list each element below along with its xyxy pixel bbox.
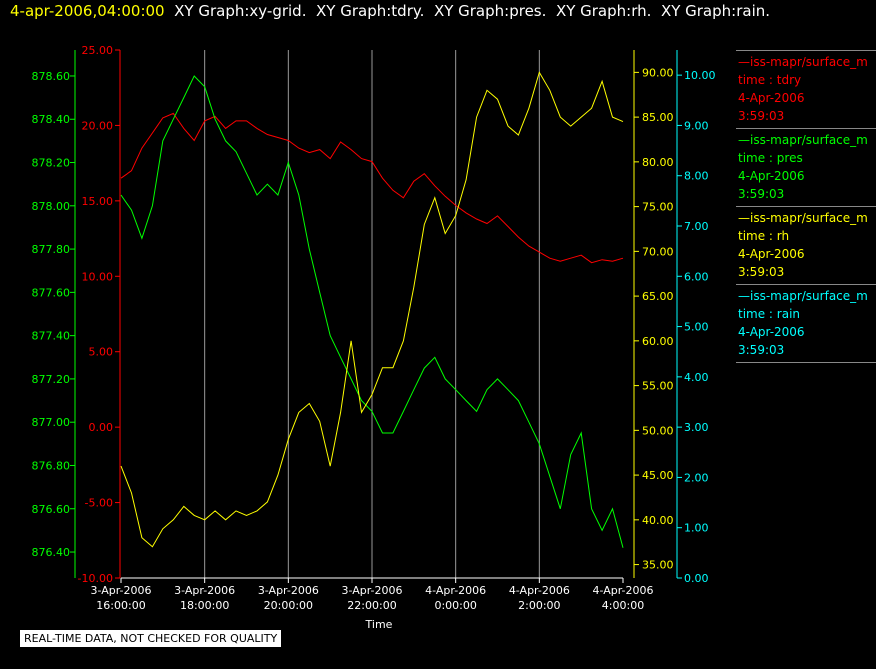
- tdry-axis-tick-label: 20.00: [82, 119, 114, 132]
- rain-axis-tick-label: 10.00: [684, 69, 716, 82]
- header-timestamp: 4-apr-2006,04:00:00: [10, 2, 165, 20]
- rh-axis-tick-label: 50.00: [642, 424, 674, 437]
- tdry-axis-tick-label: 0.00: [89, 421, 114, 434]
- x-tick-label-time: 4:00:00: [602, 599, 644, 612]
- header-title-rain: XY Graph:rain.: [660, 2, 771, 20]
- legend-time: 3:59:03: [738, 109, 785, 123]
- header-title-rh: XY Graph:rh.: [555, 2, 652, 20]
- rain-axis-tick-label: 5.00: [684, 321, 709, 334]
- tdry-axis-tick-label: 5.00: [89, 346, 114, 359]
- legend-field: time : tdry: [738, 73, 802, 87]
- legend-date: 4-Apr-2006: [738, 169, 805, 183]
- x-tick-label-date: 4-Apr-2006: [592, 584, 653, 597]
- x-tick-label-date: 3-Apr-2006: [341, 584, 402, 597]
- legend-field: time : rh: [738, 229, 790, 243]
- rh-axis-tick-label: 60.00: [642, 335, 674, 348]
- legend-date: 4-Apr-2006: [738, 325, 805, 339]
- tdry-axis-tick-label: 15.00: [82, 195, 114, 208]
- legend-field: time : rain: [738, 307, 801, 321]
- legend-item-pres: —iss-mapr/surface_m time : pres 4-Apr-20…: [736, 128, 876, 206]
- x-tick-label-date: 3-Apr-2006: [174, 584, 235, 597]
- legend-series-name: —iss-mapr/surface_m: [738, 211, 868, 225]
- rain-axis-tick-label: 1.00: [684, 522, 709, 535]
- pres-axis-tick-label: 877.80: [32, 243, 71, 256]
- rh-axis-tick-label: 65.00: [642, 290, 674, 303]
- pres-axis-tick-label: 878.40: [32, 113, 71, 126]
- tdry-axis-tick-label: -5.00: [85, 497, 113, 510]
- x-tick-label-time: 0:00:00: [434, 599, 476, 612]
- rh-axis-tick-label: 35.00: [642, 559, 674, 572]
- legend-date: 4-Apr-2006: [738, 91, 805, 105]
- rh-axis-tick-label: 80.00: [642, 156, 674, 169]
- tdry-axis-tick-label: 10.00: [82, 270, 114, 283]
- x-tick-label-date: 4-Apr-2006: [425, 584, 486, 597]
- legend-date: 4-Apr-2006: [738, 247, 805, 261]
- pres-axis-tick-label: 878.60: [32, 70, 71, 83]
- rh-axis-tick-label: 85.00: [642, 111, 674, 124]
- x-tick-label-time: 16:00:00: [96, 599, 145, 612]
- x-tick-label-date: 3-Apr-2006: [90, 584, 151, 597]
- legend-item-tdry: —iss-mapr/surface_m time : tdry 4-Apr-20…: [736, 50, 876, 128]
- legend-time: 3:59:03: [738, 265, 785, 279]
- legend-series-name: —iss-mapr/surface_m: [738, 133, 868, 147]
- quality-disclaimer: REAL-TIME DATA, NOT CHECKED FOR QUALITY: [20, 630, 282, 647]
- series-line-pres: [120, 75, 624, 548]
- legend-item-rain: —iss-mapr/surface_m time : rain 4-Apr-20…: [736, 284, 876, 363]
- rh-axis-tick-label: 75.00: [642, 201, 674, 214]
- graph-header: 4-apr-2006,04:00:00 XY Graph:xy-grid. XY…: [10, 2, 770, 20]
- x-tick-label-date: 4-Apr-2006: [509, 584, 570, 597]
- x-tick-label-time: 20:00:00: [264, 599, 313, 612]
- rain-axis-tick-label: 6.00: [684, 270, 709, 283]
- x-axis-label: Time: [365, 618, 393, 631]
- pres-axis-tick-label: 876.60: [32, 503, 71, 516]
- header-title-xy-grid: XY Graph:xy-grid.: [174, 2, 307, 20]
- tdry-axis-tick-label: -10.00: [78, 572, 113, 585]
- rh-axis-tick-label: 55.00: [642, 380, 674, 393]
- rain-axis-tick-label: 4.00: [684, 371, 709, 384]
- header-title-pres: XY Graph:pres.: [433, 2, 547, 20]
- pres-axis-tick-label: 877.40: [32, 330, 71, 343]
- rh-axis-tick-label: 70.00: [642, 245, 674, 258]
- legend-series-name: —iss-mapr/surface_m: [738, 289, 868, 303]
- pres-axis-tick-label: 877.60: [32, 286, 71, 299]
- x-tick-label-time: 22:00:00: [347, 599, 396, 612]
- rain-axis-tick-label: 7.00: [684, 220, 709, 233]
- tdry-axis-tick-label: 25.00: [82, 44, 114, 57]
- rain-axis-tick-label: 8.00: [684, 170, 709, 183]
- pres-axis-tick-label: 878.20: [32, 157, 71, 170]
- legend: —iss-mapr/surface_m time : tdry 4-Apr-20…: [736, 50, 876, 363]
- pres-axis-tick-label: 876.40: [32, 546, 71, 559]
- header-title-tdry: XY Graph:tdry.: [316, 2, 425, 20]
- pres-axis-tick-label: 877.00: [32, 416, 71, 429]
- pres-axis-tick-label: 878.00: [32, 200, 71, 213]
- legend-time: 3:59:03: [738, 343, 785, 357]
- x-tick-label-time: 18:00:00: [180, 599, 229, 612]
- rain-axis-tick-label: 3.00: [684, 421, 709, 434]
- rain-axis-tick-label: 0.00: [684, 572, 709, 585]
- x-tick-label-time: 2:00:00: [518, 599, 560, 612]
- series-line-rh: [120, 71, 624, 548]
- legend-time: 3:59:03: [738, 187, 785, 201]
- rain-axis-tick-label: 2.00: [684, 471, 709, 484]
- legend-series-name: —iss-mapr/surface_m: [738, 55, 868, 69]
- rh-axis-tick-label: 40.00: [642, 514, 674, 527]
- pres-axis-tick-label: 876.80: [32, 459, 71, 472]
- rh-axis-tick-label: 45.00: [642, 469, 674, 482]
- x-tick-label-date: 3-Apr-2006: [258, 584, 319, 597]
- legend-field: time : pres: [738, 151, 803, 165]
- rain-axis-tick-label: 9.00: [684, 119, 709, 132]
- pres-axis-tick-label: 877.20: [32, 373, 71, 386]
- legend-item-rh: —iss-mapr/surface_m time : rh 4-Apr-2006…: [736, 206, 876, 284]
- rh-axis-tick-label: 90.00: [642, 66, 674, 79]
- series-line-tdry: [120, 112, 624, 264]
